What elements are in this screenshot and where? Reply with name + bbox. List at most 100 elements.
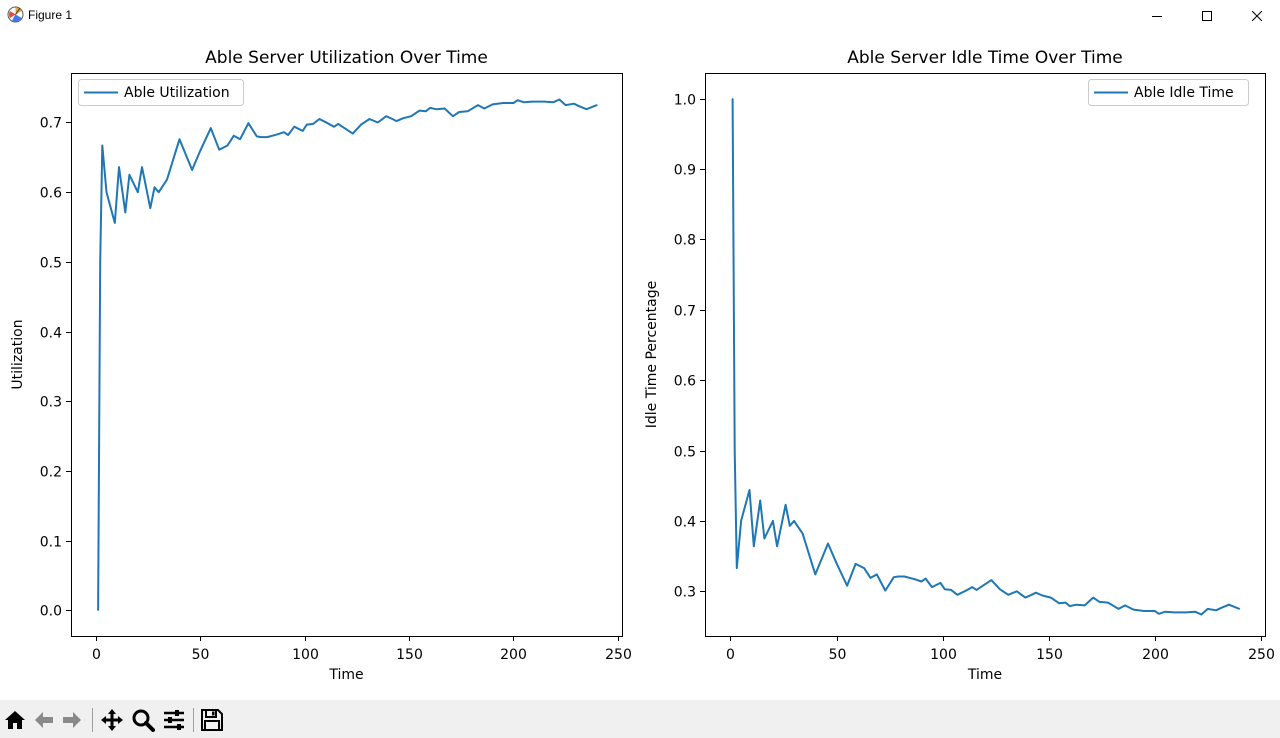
data-point — [233, 135, 235, 137]
data-point — [247, 122, 249, 124]
data-point — [97, 609, 99, 612]
data-point — [1098, 601, 1101, 603]
data-point — [1132, 609, 1135, 611]
data-point — [293, 126, 295, 128]
data-point — [178, 138, 181, 140]
y-tick-label: 0.7 — [40, 116, 62, 132]
title-bar: Figure 1 — [0, 0, 1280, 32]
maximize-button[interactable] — [1184, 0, 1230, 32]
data-point — [596, 104, 598, 106]
chart-title: Able Server Utilization Over Time — [205, 48, 488, 68]
zoom-button[interactable] — [131, 708, 155, 732]
legend-box — [78, 79, 244, 106]
data-point — [772, 520, 774, 522]
y-tick-label: 0.4 — [674, 515, 696, 531]
data-point — [118, 166, 120, 168]
x-tick-label: 50 — [829, 647, 847, 663]
data-point — [199, 149, 201, 151]
data-point — [884, 590, 886, 592]
data-point — [149, 207, 151, 209]
data-point — [950, 589, 952, 591]
data-point — [266, 136, 268, 138]
data-point — [846, 585, 848, 587]
data-point — [396, 120, 398, 122]
data-point — [302, 130, 304, 132]
home-button[interactable] — [3, 708, 27, 732]
data-point — [306, 124, 308, 126]
data-point — [732, 98, 734, 100]
data-point — [1154, 610, 1156, 612]
data-point — [1158, 613, 1160, 615]
data-point — [502, 102, 504, 104]
data-point — [537, 101, 540, 103]
data-point — [748, 489, 751, 491]
data-point — [391, 118, 393, 120]
x-tick-label: 50 — [192, 647, 210, 663]
data-point — [141, 166, 143, 168]
data-point — [736, 567, 738, 569]
data-point — [458, 111, 460, 113]
close-button[interactable] — [1234, 0, 1280, 32]
data-point — [876, 573, 878, 576]
save-button[interactable] — [200, 708, 224, 732]
data-point — [1228, 604, 1230, 606]
x-tick-label: 100 — [930, 647, 957, 663]
data-point — [785, 504, 787, 506]
x-tick-label: 200 — [1142, 647, 1169, 663]
data-point — [802, 533, 804, 535]
data-point — [377, 121, 379, 124]
axes-frame — [705, 73, 1266, 637]
data-point — [283, 131, 285, 133]
toolbar-separator — [92, 708, 93, 732]
minimize-button[interactable] — [1134, 0, 1180, 32]
data-point — [897, 575, 899, 578]
legend-box — [1088, 79, 1249, 106]
home-icon — [5, 711, 25, 729]
data-point — [793, 520, 795, 522]
data-point — [1024, 597, 1026, 599]
data-point — [893, 576, 895, 578]
x-axis-label: Time — [328, 667, 363, 683]
data-point — [128, 174, 130, 176]
data-point — [552, 101, 554, 103]
save-icon — [201, 709, 223, 731]
forward-button[interactable] — [60, 708, 84, 732]
data-point — [1143, 610, 1145, 612]
data-point — [153, 186, 156, 188]
data-point — [956, 594, 959, 596]
data-point — [814, 573, 816, 576]
data-point — [492, 103, 494, 105]
data-point — [210, 127, 212, 129]
y-axis-label: Idle Time Percentage — [644, 281, 660, 428]
y-tick-label: 0.0 — [40, 604, 62, 620]
figure-canvas: Able Server Utilization Over Time 0 50 100 1… — [0, 32, 1280, 700]
data-point — [435, 108, 437, 110]
data-point — [99, 261, 101, 263]
series-line — [731, 98, 1240, 616]
legend-label: Able Idle Time — [1134, 85, 1234, 101]
y-tick-label: 0.6 — [674, 374, 696, 390]
data-point — [1185, 611, 1188, 614]
data-point — [1194, 611, 1196, 613]
data-point — [402, 117, 404, 119]
x-tick-label: 100 — [292, 647, 319, 663]
data-point — [1092, 597, 1094, 599]
data-point — [1007, 594, 1009, 596]
data-point — [1215, 609, 1217, 611]
pan-button[interactable] — [100, 708, 124, 732]
data-point — [1164, 611, 1166, 613]
configure-subplots-button[interactable] — [162, 708, 186, 732]
data-point — [1041, 594, 1043, 597]
data-point — [869, 577, 872, 579]
data-point — [753, 545, 755, 547]
data-point — [1118, 608, 1120, 610]
data-point — [483, 107, 485, 110]
data-point — [1050, 597, 1052, 599]
back-button[interactable] — [32, 708, 56, 732]
data-point — [931, 586, 933, 588]
y-tick-label: 0.8 — [674, 233, 696, 249]
window-title: Figure 1 — [28, 8, 73, 22]
x-tick-label: 0 — [726, 647, 735, 663]
data-point — [105, 191, 108, 193]
data-point — [410, 115, 412, 117]
